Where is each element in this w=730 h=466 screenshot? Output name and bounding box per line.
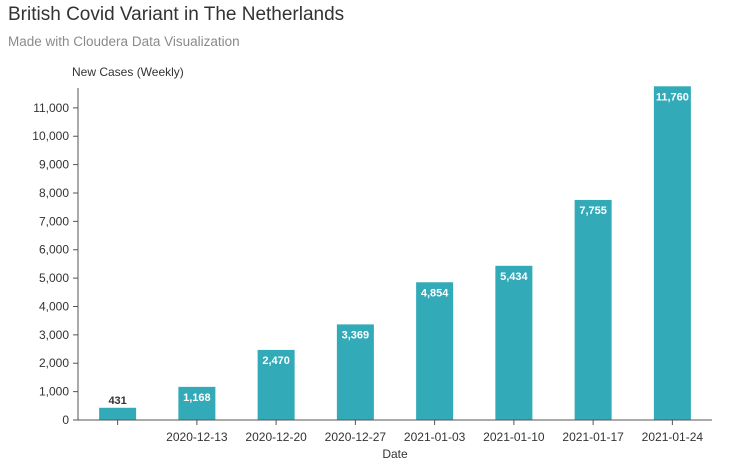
- bar[interactable]: [257, 349, 295, 420]
- y-tick-label: 6,000: [39, 243, 69, 257]
- data-label: 3,369: [342, 329, 370, 341]
- y-tick-label: 2,000: [39, 356, 69, 370]
- x-tick-label: 2020-12-27: [325, 430, 387, 444]
- data-label: 5,434: [500, 271, 528, 283]
- y-tick-label: 9,000: [39, 158, 69, 172]
- chart-subtitle: Made with Cloudera Data Visualization: [8, 34, 240, 49]
- y-tick-label: 1,000: [39, 385, 69, 399]
- data-label: 1,168: [183, 392, 211, 404]
- y-tick-label: 7,000: [39, 214, 69, 228]
- y-tick-label: 0: [62, 413, 69, 427]
- x-tick-label: 2020-12-20: [245, 430, 307, 444]
- x-tick-label: 2020-12-13: [166, 430, 228, 444]
- x-tick-label: 2021-01-24: [642, 430, 704, 444]
- data-label: 4,854: [421, 287, 449, 299]
- bar[interactable]: [336, 324, 374, 420]
- y-tick-label: 3,000: [39, 328, 69, 342]
- bar[interactable]: [416, 282, 454, 420]
- chart-title: British Covid Variant in The Netherlands: [8, 4, 345, 25]
- data-label: 11,760: [656, 91, 689, 103]
- bar[interactable]: [653, 86, 691, 421]
- x-tick-label: 2021-01-03: [404, 430, 466, 444]
- bars: 431 1,168 2,470 3,369 4,854 5,434 7,755 11,760: [99, 86, 691, 421]
- y-tick-label: 10,000: [32, 129, 69, 143]
- x-axis-title: Date: [382, 447, 408, 461]
- y-tick-label: 5,000: [39, 271, 69, 285]
- y-axis-title: New Cases (Weekly): [72, 65, 184, 79]
- y-axis: 0 1,000 2,000 3,000 4,000 5,000 6,000 7,000 8,00…: [32, 88, 79, 427]
- bar[interactable]: [99, 407, 137, 420]
- bar[interactable]: [495, 265, 533, 420]
- data-label: 7,755: [579, 205, 607, 217]
- x-tick-label: 2021-01-17: [562, 430, 624, 444]
- y-tick-label: 8,000: [39, 186, 69, 200]
- y-tick-label: 4,000: [39, 299, 69, 313]
- y-tick-label: 11,000: [33, 101, 69, 115]
- bar[interactable]: [574, 199, 612, 420]
- data-label: 431: [108, 395, 126, 407]
- data-label: 2,470: [262, 355, 290, 367]
- x-tick-label: 2021-01-10: [483, 430, 545, 444]
- x-axis: 2020-12-13 2020-12-20 2020-12-27 2021-01-03…: [78, 419, 712, 444]
- bar[interactable]: [178, 386, 216, 420]
